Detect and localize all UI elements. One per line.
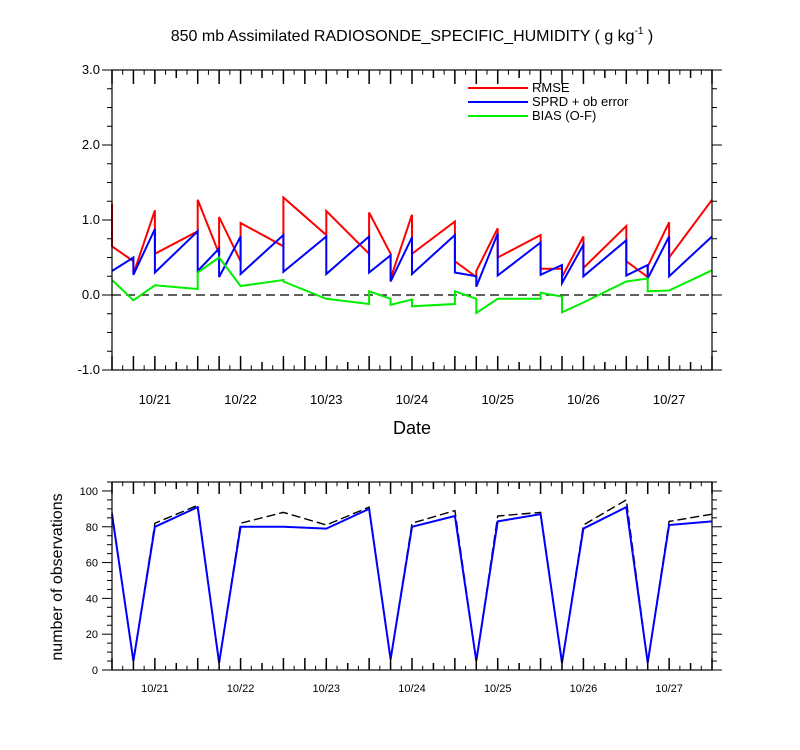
x-tick-label: 10/22 xyxy=(224,392,257,407)
x-tick-label: 10/22 xyxy=(227,683,255,695)
x-tick-label: 10/27 xyxy=(653,392,686,407)
series-line-possible xyxy=(111,498,713,663)
series-line-assimilated xyxy=(111,505,713,663)
y-tick-label: -1.0 xyxy=(78,362,100,377)
x-tick-label: 10/24 xyxy=(396,392,429,407)
y-tick-label: 3.0 xyxy=(82,62,100,77)
bottom-y-axis-label: number of observations xyxy=(49,493,66,660)
y-tick-label: 80 xyxy=(86,522,98,534)
x-tick-label: 10/26 xyxy=(567,392,600,407)
legend-label-spread: SPRD + ob error xyxy=(532,94,629,109)
y-tick-label: 100 xyxy=(80,486,98,498)
x-tick-label: 10/27 xyxy=(655,683,683,695)
chart-title-text: 850 mb Assimilated RADIOSONDE_SPECIFIC_H… xyxy=(171,28,635,45)
y-tick-label: 60 xyxy=(86,558,98,570)
chart-title-unit-superscript: -1 xyxy=(635,26,644,37)
chart-title-close: ) xyxy=(643,28,653,45)
top-series-layer xyxy=(111,195,713,315)
y-tick-label: 0.0 xyxy=(82,287,100,302)
y-tick-label: 1.0 xyxy=(82,212,100,227)
chart-title: 850 mb Assimilated RADIOSONDE_SPECIFIC_H… xyxy=(171,26,654,45)
x-tick-label: 10/25 xyxy=(481,392,514,407)
y-tick-label: 2.0 xyxy=(82,137,100,152)
legend-label-bias: BIAS (O-F) xyxy=(532,108,596,123)
x-tick-label: 10/26 xyxy=(570,683,598,695)
bottom-axes-layer: 10/21 10/22 10/23 10/24 10/25 10/26 10/27 0 20 40… xyxy=(80,481,722,695)
y-tick-label: 0 xyxy=(92,665,98,677)
observation-count-chart: 10/21 10/22 10/23 10/24 10/25 10/26 10/27 0 20 40… xyxy=(80,481,722,695)
x-tick-label: 10/23 xyxy=(313,683,341,695)
y-tick-label: 40 xyxy=(86,593,98,605)
legend-label-rmse: RMSE xyxy=(532,80,570,95)
x-tick-label: 10/25 xyxy=(484,683,512,695)
x-axis-label: Date xyxy=(393,418,431,438)
x-tick-label: 10/21 xyxy=(141,683,169,695)
x-tick-label: 10/21 xyxy=(139,392,172,407)
series-line-spread xyxy=(111,228,713,288)
error-statistics-chart: 10/21 10/22 10/23 10/24 10/25 10/26 10/27 -1.0 0… xyxy=(78,62,722,407)
x-tick-label: 10/23 xyxy=(310,392,343,407)
y-tick-label: 20 xyxy=(86,629,98,641)
top-axes-layer: 10/21 10/22 10/23 10/24 10/25 10/26 10/27 -1.0 0… xyxy=(78,62,722,407)
series-line-rmse xyxy=(111,195,713,279)
bottom-series-layer xyxy=(111,498,713,663)
x-tick-label: 10/24 xyxy=(398,683,426,695)
series-line-bias xyxy=(111,256,713,315)
